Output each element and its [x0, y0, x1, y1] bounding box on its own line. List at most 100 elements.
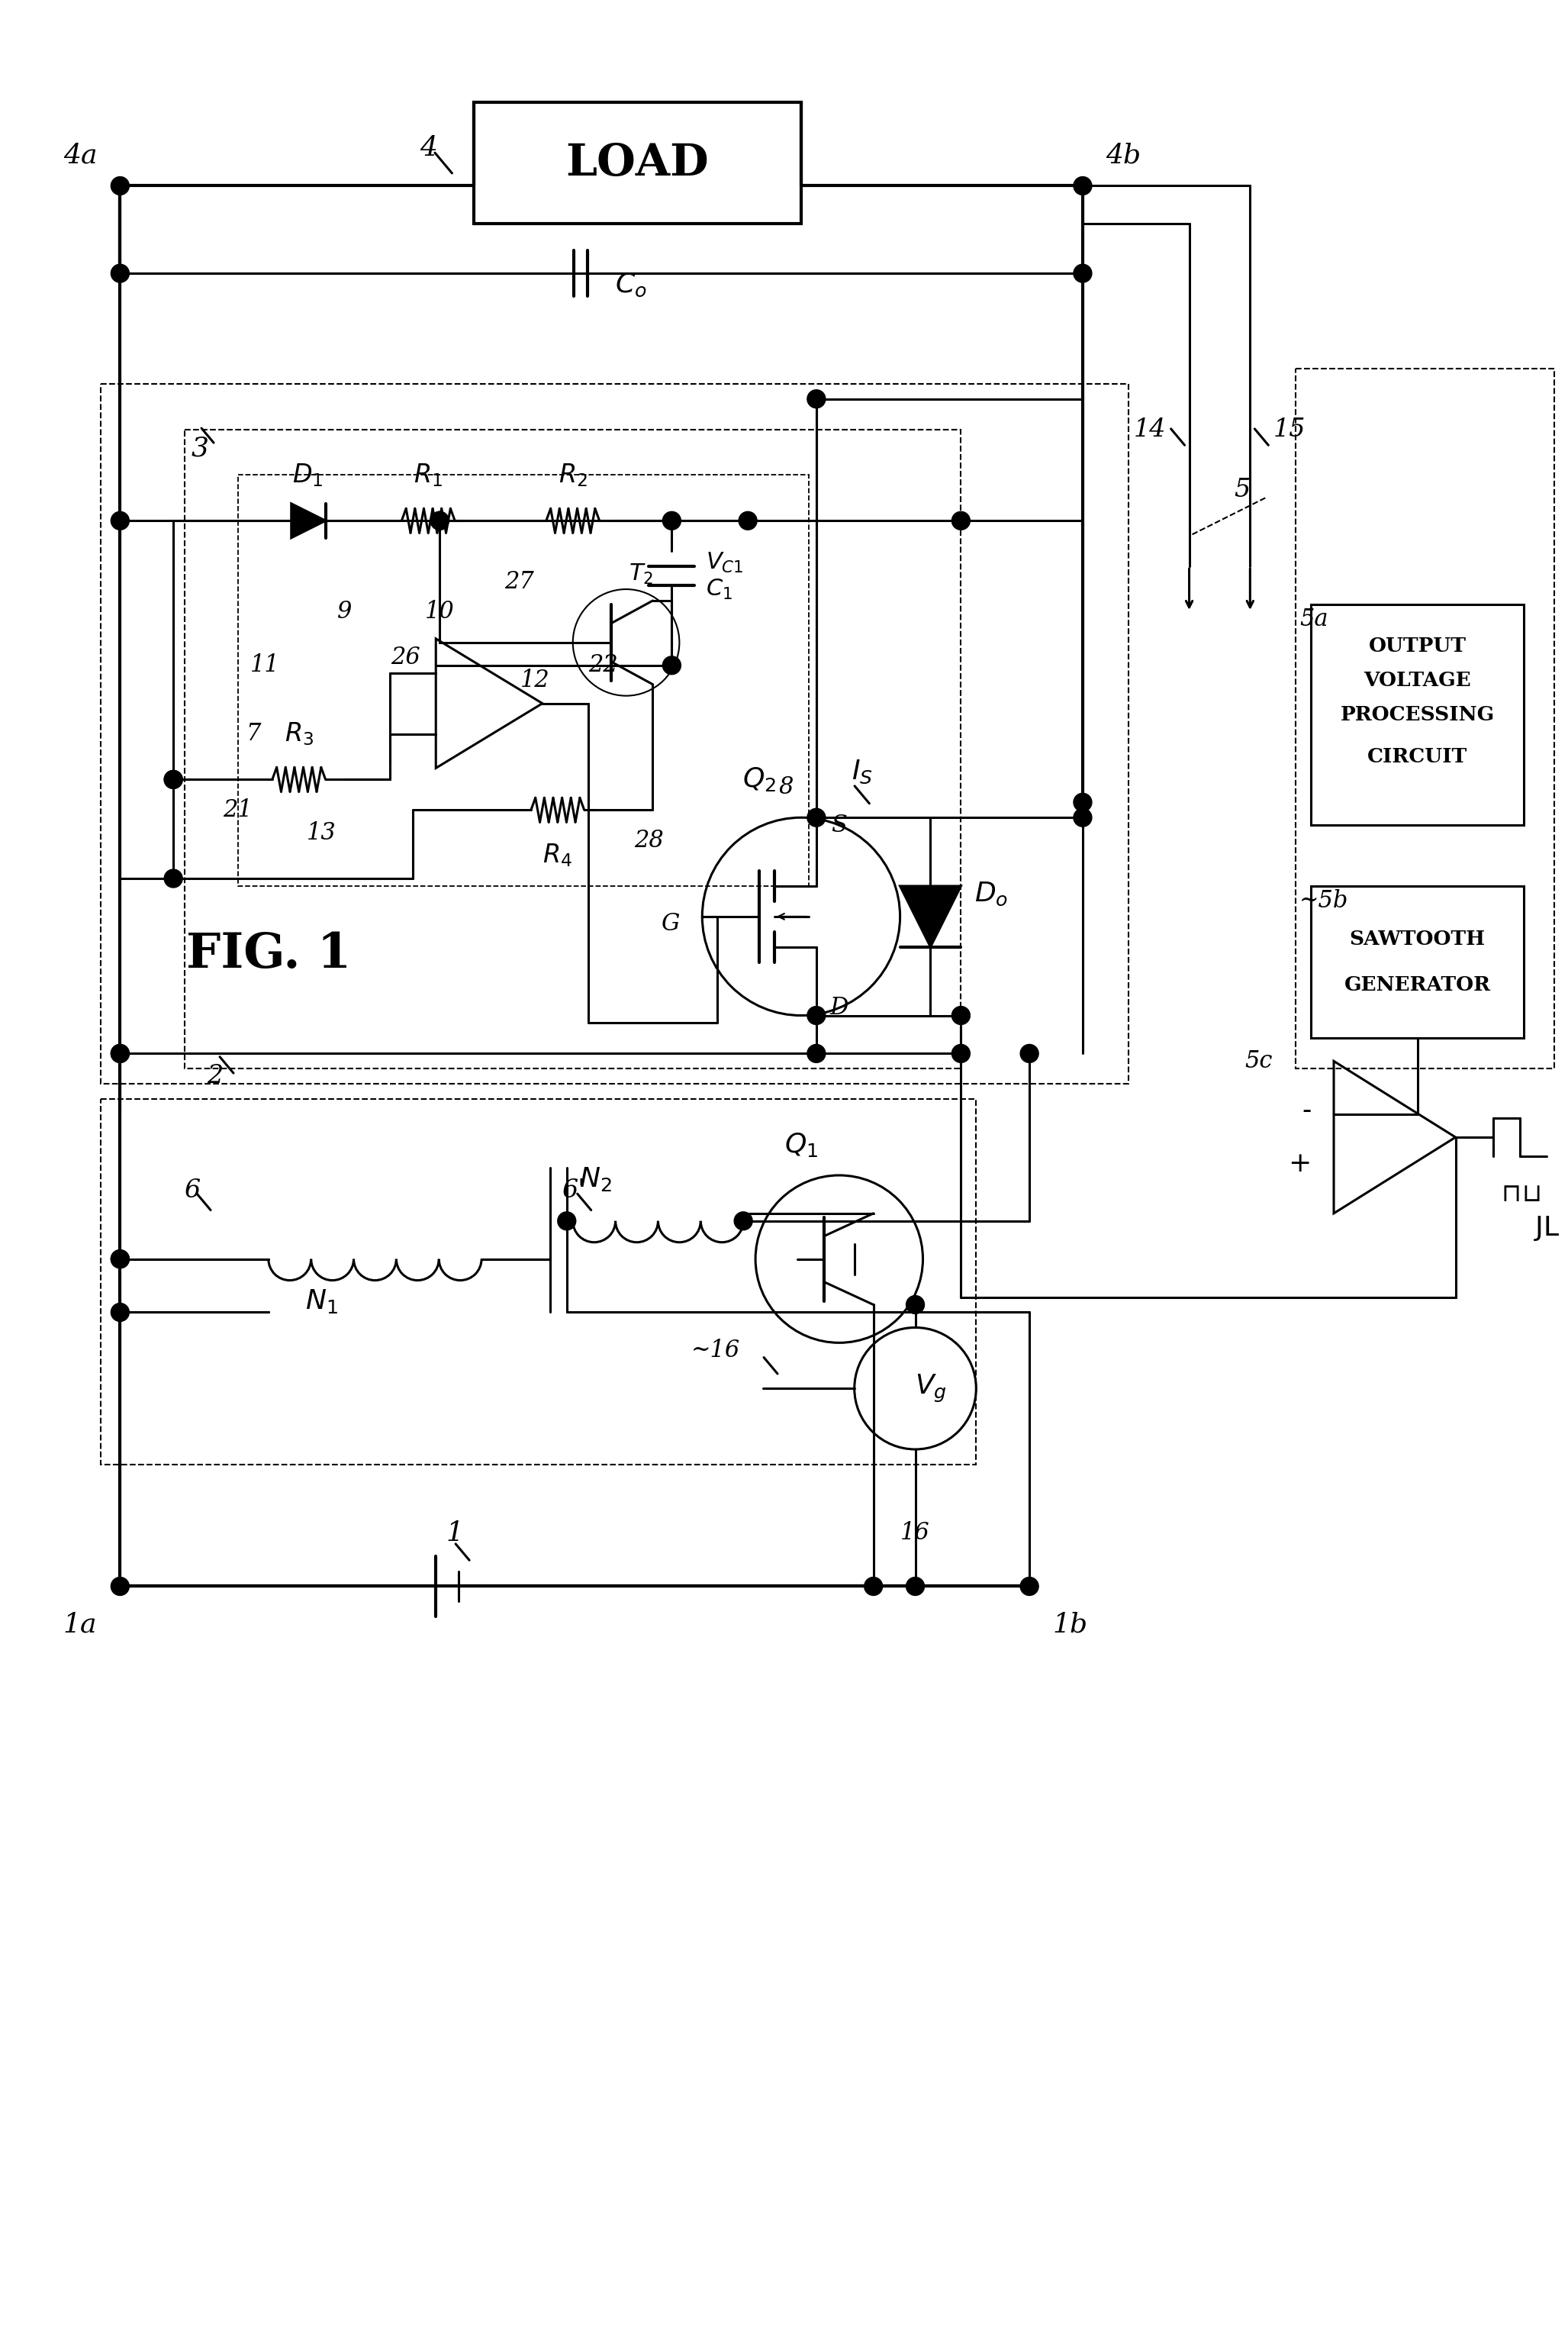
- Text: 1b: 1b: [1052, 1610, 1088, 1638]
- Text: -: -: [1301, 1098, 1311, 1124]
- Text: $Q_2$: $Q_2$: [743, 766, 776, 794]
- Text: ~5b: ~5b: [1300, 889, 1348, 912]
- Text: $D_1$: $D_1$: [293, 461, 323, 489]
- Circle shape: [1074, 265, 1091, 282]
- Text: 3: 3: [191, 435, 209, 461]
- Text: 10: 10: [425, 600, 455, 624]
- Bar: [1311, 887, 1524, 1038]
- Text: 21: 21: [223, 798, 252, 821]
- Text: CIRCUIT: CIRCUIT: [1367, 747, 1468, 766]
- Text: 4: 4: [420, 135, 437, 161]
- Text: $T_2$: $T_2$: [629, 563, 654, 586]
- Text: 11: 11: [249, 654, 279, 677]
- Text: 6: 6: [185, 1177, 201, 1203]
- Text: GENERATOR: GENERATOR: [1344, 975, 1491, 994]
- Text: 28: 28: [633, 828, 663, 852]
- Circle shape: [111, 1250, 129, 1268]
- Text: 1a: 1a: [63, 1610, 97, 1638]
- Bar: [100, 1098, 977, 1464]
- Polygon shape: [900, 887, 961, 947]
- Bar: [474, 102, 801, 223]
- Text: G: G: [660, 912, 679, 935]
- Text: $N_2$: $N_2$: [580, 1166, 612, 1194]
- Circle shape: [663, 656, 681, 675]
- Circle shape: [1074, 177, 1091, 195]
- Circle shape: [906, 1578, 925, 1596]
- Text: 27: 27: [505, 570, 535, 593]
- Circle shape: [906, 1296, 925, 1315]
- Circle shape: [1074, 807, 1091, 826]
- Circle shape: [952, 512, 971, 531]
- Text: 16: 16: [900, 1522, 930, 1545]
- Text: 9: 9: [337, 600, 351, 624]
- Circle shape: [808, 391, 825, 407]
- Circle shape: [165, 770, 182, 789]
- Text: 13: 13: [307, 821, 337, 845]
- Text: $V_g$: $V_g$: [914, 1373, 947, 1403]
- Text: $R_2$: $R_2$: [558, 461, 588, 489]
- Text: $Q_1$: $Q_1$: [784, 1131, 818, 1159]
- Circle shape: [111, 177, 129, 195]
- Text: 6': 6': [561, 1177, 585, 1203]
- Text: LOAD: LOAD: [566, 142, 709, 184]
- Text: ~16: ~16: [691, 1338, 740, 1361]
- Circle shape: [431, 512, 448, 531]
- Text: FIG. 1: FIG. 1: [187, 931, 351, 977]
- Text: 2: 2: [207, 1063, 223, 1089]
- Circle shape: [952, 1045, 971, 1063]
- Circle shape: [952, 1005, 971, 1024]
- Text: $R_3$: $R_3$: [284, 721, 314, 747]
- Circle shape: [1021, 1045, 1038, 1063]
- Text: $N_1$: $N_1$: [306, 1287, 339, 1315]
- Text: $R_1$: $R_1$: [414, 461, 442, 489]
- Text: 26: 26: [390, 647, 420, 670]
- Text: VOLTAGE: VOLTAGE: [1364, 670, 1471, 691]
- Text: 8: 8: [778, 775, 793, 798]
- Text: $R_4$: $R_4$: [543, 842, 572, 868]
- Circle shape: [111, 1303, 129, 1322]
- Bar: [1311, 605, 1524, 826]
- Circle shape: [739, 512, 757, 531]
- Text: D: D: [829, 996, 848, 1019]
- Text: 7: 7: [246, 721, 260, 745]
- Circle shape: [663, 512, 681, 531]
- Bar: [238, 475, 809, 887]
- Text: OUTPUT: OUTPUT: [1369, 638, 1466, 656]
- Text: 14: 14: [1134, 417, 1167, 442]
- Circle shape: [111, 1578, 129, 1596]
- Text: $\sqcap\!\sqcup$: $\sqcap\!\sqcup$: [1501, 1182, 1540, 1205]
- Circle shape: [864, 1578, 883, 1596]
- Text: 15: 15: [1273, 417, 1305, 442]
- Text: 5: 5: [1234, 477, 1250, 503]
- Text: $C_o$: $C_o$: [615, 272, 646, 298]
- Text: $D_o$: $D_o$: [975, 880, 1008, 908]
- Circle shape: [808, 1045, 825, 1063]
- Circle shape: [558, 1212, 575, 1231]
- Text: PROCESSING: PROCESSING: [1341, 705, 1494, 724]
- Text: $\mathsf{JL}$: $\mathsf{JL}$: [1534, 1215, 1560, 1243]
- Text: +: +: [1287, 1152, 1311, 1177]
- Bar: [100, 384, 1129, 1084]
- Text: $C_1$: $C_1$: [706, 577, 732, 600]
- Text: 12: 12: [521, 668, 549, 693]
- Polygon shape: [292, 503, 326, 538]
- Circle shape: [808, 807, 825, 826]
- Bar: [1295, 368, 1554, 1068]
- Text: 5c: 5c: [1245, 1049, 1273, 1073]
- Circle shape: [165, 870, 182, 887]
- Bar: [185, 430, 961, 1068]
- Circle shape: [165, 770, 182, 789]
- Text: S: S: [831, 814, 847, 838]
- Circle shape: [808, 1005, 825, 1024]
- Text: 22: 22: [588, 654, 618, 677]
- Circle shape: [111, 512, 129, 531]
- Circle shape: [734, 1212, 753, 1231]
- Circle shape: [111, 1045, 129, 1063]
- Circle shape: [111, 1045, 129, 1063]
- Text: 5a: 5a: [1300, 607, 1328, 631]
- Text: 4b: 4b: [1105, 142, 1140, 168]
- Circle shape: [111, 265, 129, 282]
- Text: 4a: 4a: [63, 142, 97, 168]
- Text: 1: 1: [447, 1520, 464, 1545]
- Text: SAWTOOTH: SAWTOOTH: [1350, 931, 1485, 949]
